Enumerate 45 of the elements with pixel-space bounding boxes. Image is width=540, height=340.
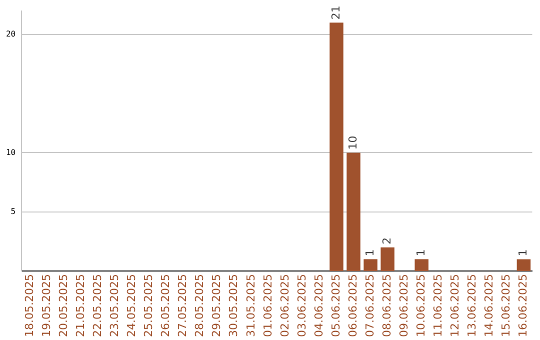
x-tick-label: 30.05.2025 (227, 274, 240, 338)
x-tick-label: 25.05.2025 (142, 274, 156, 338)
data-label: 21 (329, 6, 342, 20)
x-tick-label: 18.05.2025 (23, 274, 36, 338)
y-tick-label: 10 (6, 148, 16, 157)
y-tick-label: 20 (6, 30, 16, 39)
x-tick-label: 11.06.2025 (431, 274, 444, 338)
x-tick-label: 09.06.2025 (397, 274, 410, 338)
data-label: 10 (346, 136, 360, 150)
x-tick-label: 03.06.2025 (295, 274, 308, 338)
bar (414, 259, 428, 272)
x-tick-label: 10.06.2025 (414, 274, 428, 338)
x-tick-label: 16.06.2025 (516, 274, 530, 338)
x-tick-label: 31.05.2025 (244, 274, 258, 338)
x-tick-label: 28.05.2025 (193, 274, 206, 338)
x-tick-label: 26.05.2025 (159, 274, 172, 338)
x-tick-label: 04.06.2025 (312, 274, 326, 338)
x-tick-label: 22.05.2025 (91, 274, 104, 338)
x-tick-label: 24.05.2025 (125, 274, 138, 338)
x-tick-label: 01.06.2025 (261, 274, 274, 338)
y-tick-label: 5 (10, 206, 16, 216)
x-tick-label: 13.06.2025 (466, 274, 478, 338)
x-tick-label: 20.05.2025 (57, 274, 70, 338)
data-label: 1 (363, 249, 376, 256)
bar (330, 22, 344, 272)
x-tick-label: 12.06.2025 (448, 274, 462, 338)
bar (364, 259, 378, 272)
bar (380, 247, 394, 272)
x-tick-label: 27.05.2025 (176, 274, 190, 338)
x-tick-label: 06.06.2025 (346, 274, 360, 338)
x-tick-label: 29.05.2025 (210, 274, 224, 338)
x-tick-label: 19.05.2025 (40, 274, 54, 338)
bar (346, 152, 360, 272)
bar (516, 259, 531, 272)
x-tick-label: 02.06.2025 (278, 274, 292, 338)
data-label: 2 (380, 237, 394, 244)
data-label: 1 (516, 249, 530, 256)
x-tick-label: 07.06.2025 (363, 274, 376, 338)
x-tick-label: 15.06.2025 (500, 274, 513, 338)
x-tick-label: 23.05.2025 (108, 274, 122, 338)
x-tick-label: 21.05.2025 (74, 274, 88, 338)
x-tick-label: 05.06.2025 (329, 274, 342, 338)
x-tick-label: 14.06.2025 (482, 274, 496, 338)
data-label: 1 (414, 249, 428, 256)
x-tick-label: 08.06.2025 (380, 274, 394, 338)
